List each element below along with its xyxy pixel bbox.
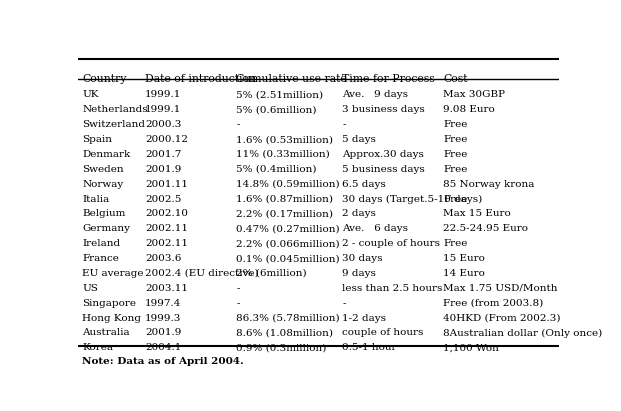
Text: -: - [237,299,240,308]
Text: Hong Kong: Hong Kong [83,314,142,323]
Text: couple of hours: couple of hours [342,328,424,337]
Text: France: France [83,254,119,263]
Text: Cost: Cost [443,74,468,84]
Text: Korea: Korea [83,343,114,352]
Text: Belgium: Belgium [83,210,126,219]
Text: less than 2.5 hours: less than 2.5 hours [342,284,443,293]
Text: 5% (0.6million): 5% (0.6million) [237,105,317,114]
Text: -: - [237,284,240,293]
Text: 5% (2.51million): 5% (2.51million) [237,90,324,99]
Text: 1-2 days: 1-2 days [342,314,386,323]
Text: Ave.   6 days: Ave. 6 days [342,224,409,233]
Text: Netherlands: Netherlands [83,105,148,114]
Text: 14.8% (0.59million): 14.8% (0.59million) [237,180,340,189]
Text: -: - [342,299,346,308]
Text: Free: Free [443,120,468,129]
Text: 2001.9: 2001.9 [145,165,181,174]
Text: Singapore: Singapore [83,299,137,308]
Text: 15 Euro: 15 Euro [443,254,485,263]
Text: Max 30GBP: Max 30GBP [443,90,505,99]
Text: Free: Free [443,194,468,203]
Text: 2001.11: 2001.11 [145,180,188,189]
Text: 8.6% (1.08million): 8.6% (1.08million) [237,328,333,337]
Text: 22.5-24.95 Euro: 22.5-24.95 Euro [443,224,528,233]
Text: 2002.11: 2002.11 [145,239,188,248]
Text: Free: Free [443,239,468,248]
Text: 1,100 Won: 1,100 Won [443,343,499,352]
Text: 0.47% (0.27million): 0.47% (0.27million) [237,224,340,233]
Text: 9 days: 9 days [342,269,376,278]
Text: Free: Free [443,165,468,174]
Text: 2000.12: 2000.12 [145,135,188,144]
Text: -: - [237,120,240,129]
Text: Date of introduction: Date of introduction [145,74,256,84]
Text: 2001.9: 2001.9 [145,328,181,337]
Text: Denmark: Denmark [83,150,130,159]
Text: 8Australian dollar (Only once): 8Australian dollar (Only once) [443,328,602,337]
Text: Time for Process: Time for Process [342,74,435,84]
Text: Approx.30 days: Approx.30 days [342,150,424,159]
Text: 2003.11: 2003.11 [145,284,188,293]
Text: Free: Free [443,150,468,159]
Text: Ireland: Ireland [83,239,120,248]
Text: 1999.3: 1999.3 [145,314,181,323]
Text: 1.6% (0.53million): 1.6% (0.53million) [237,135,333,144]
Text: 6.5 days: 6.5 days [342,180,386,189]
Text: Ave.   9 days: Ave. 9 days [342,90,409,99]
Text: Max 1.75 USD/Month: Max 1.75 USD/Month [443,284,558,293]
Text: Norway: Norway [83,180,124,189]
Text: Free (from 2003.8): Free (from 2003.8) [443,299,543,308]
Text: 2001.7: 2001.7 [145,150,181,159]
Text: -: - [342,120,346,129]
Text: 2 days: 2 days [342,210,376,219]
Text: Note: Data as of April 2004.: Note: Data as of April 2004. [83,357,244,366]
Text: 2% (6million): 2% (6million) [237,269,307,278]
Text: 1999.1: 1999.1 [145,90,181,99]
Text: 1997.4: 1997.4 [145,299,181,308]
Text: 0.9% (0.3million): 0.9% (0.3million) [237,343,327,352]
Text: Free: Free [443,135,468,144]
Text: Spain: Spain [83,135,112,144]
Text: Max 15 Euro: Max 15 Euro [443,210,511,219]
Text: 2000.3: 2000.3 [145,120,181,129]
Text: 2 - couple of hours: 2 - couple of hours [342,239,440,248]
Text: 5% (0.4million): 5% (0.4million) [237,165,317,174]
Text: 0.1% (0.045million): 0.1% (0.045million) [237,254,340,263]
Text: 14 Euro: 14 Euro [443,269,485,278]
Text: 2.2% (0.066million): 2.2% (0.066million) [237,239,340,248]
Text: Italia: Italia [83,194,110,203]
Text: Germany: Germany [83,224,130,233]
Text: Sweden: Sweden [83,165,124,174]
Text: 86.3% (5.78million): 86.3% (5.78million) [237,314,340,323]
Text: 85 Norway krona: 85 Norway krona [443,180,535,189]
Text: 30 days: 30 days [342,254,383,263]
Text: 40HKD (From 2002.3): 40HKD (From 2002.3) [443,314,561,323]
Text: 2002.4 (EU directive): 2002.4 (EU directive) [145,269,258,278]
Text: 9.08 Euro: 9.08 Euro [443,105,495,114]
Text: EU average: EU average [83,269,144,278]
Text: US: US [83,284,98,293]
Text: Country: Country [83,74,127,84]
Text: 1999.1: 1999.1 [145,105,181,114]
Text: 5 days: 5 days [342,135,376,144]
Text: 2004.1: 2004.1 [145,343,181,352]
Text: 2002.11: 2002.11 [145,224,188,233]
Text: 3 business days: 3 business days [342,105,425,114]
Text: 0.5-1 hour: 0.5-1 hour [342,343,397,352]
Text: 11% (0.33million): 11% (0.33million) [237,150,330,159]
Text: 2002.10: 2002.10 [145,210,188,219]
Text: 2003.6: 2003.6 [145,254,181,263]
Text: 5 business days: 5 business days [342,165,425,174]
Text: 30 days (Target.5-10 days): 30 days (Target.5-10 days) [342,194,483,204]
Text: Switzerland: Switzerland [83,120,145,129]
Text: Cumulative use rate: Cumulative use rate [237,74,347,84]
Text: 2.2% (0.17million): 2.2% (0.17million) [237,210,333,219]
Text: 1.6% (0.87million): 1.6% (0.87million) [237,194,333,203]
Text: 2002.5: 2002.5 [145,194,181,203]
Text: Australia: Australia [83,328,130,337]
Text: UK: UK [83,90,99,99]
